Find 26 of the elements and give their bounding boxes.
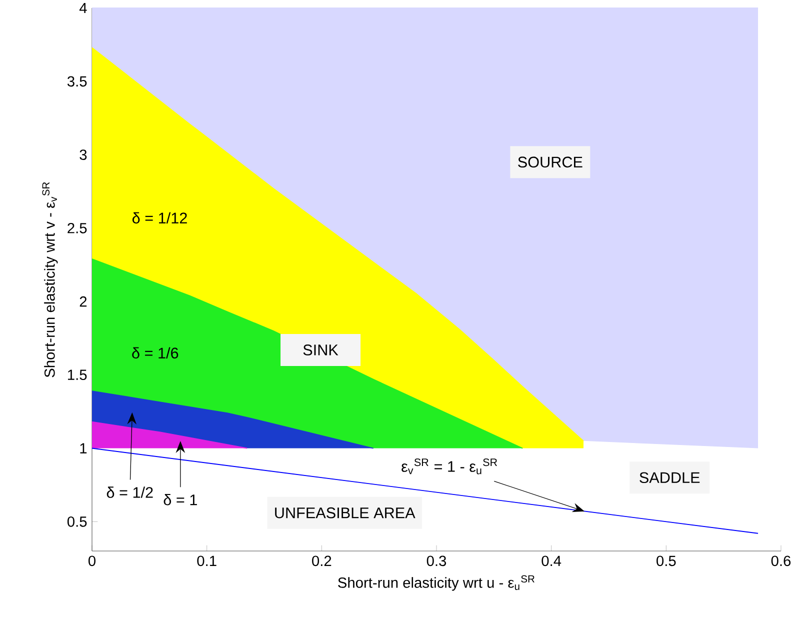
- x-tick-label: 0.2: [312, 556, 332, 566]
- annotation: δ = 1/12: [132, 212, 187, 224]
- y-tick-label: 4: [79, 2, 87, 14]
- x-tick-label: 0.3: [426, 556, 446, 566]
- y-axis-title: Short-run elasticity wrt v - ε$_{v}$SR: [42, 182, 58, 378]
- y-tick-label: 0.5: [67, 516, 87, 527]
- y-tick-label: 3.5: [67, 76, 87, 87]
- annotation: UNFEASIBLE AREA: [275, 507, 416, 518]
- annotation: SADDLE: [640, 472, 700, 484]
- y-tick-label: 2: [80, 296, 87, 307]
- x-tick-label: 0.6: [771, 556, 791, 566]
- annotation: SINK: [303, 344, 338, 356]
- annotation: δ = 1: [164, 494, 197, 506]
- y-tick-label: 1.5: [68, 370, 87, 380]
- x-tick-label: 0.4: [542, 556, 562, 566]
- annotation: δ = 1/2: [106, 486, 153, 498]
- annotation: ε$_{v}$$^{SR}$ = 1 - ε$_{u}$SR: [402, 458, 498, 474]
- y-tick-label: 3: [80, 150, 87, 160]
- x-tick-label: 0.5: [656, 556, 676, 566]
- annotation: SOURCE: [518, 156, 582, 168]
- y-tick-label: 1: [80, 443, 87, 454]
- y-tick-label: 2.5: [68, 222, 87, 234]
- x-tick-label: 0: [88, 556, 96, 566]
- x-axis-title: Short-run elasticity wrt u - ε$_{u}$SR: [338, 575, 534, 591]
- annotation: δ = 1/6: [132, 347, 178, 359]
- x-tick-label: 0.1: [197, 556, 216, 566]
